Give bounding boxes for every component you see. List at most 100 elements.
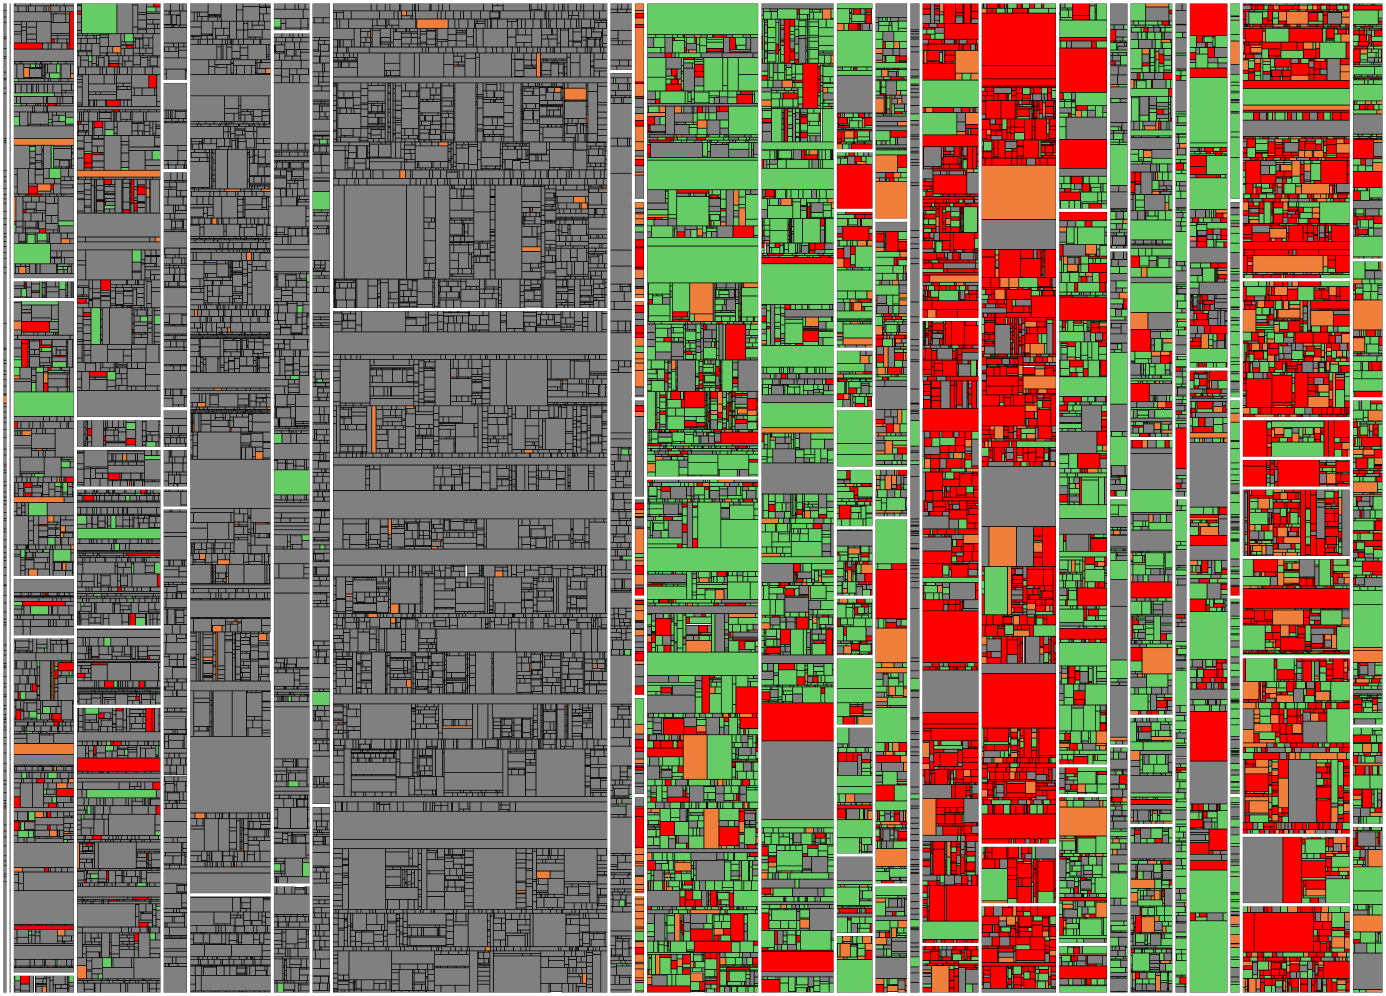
treemap-leaf-cell [85,298,90,304]
treemap-leaf-cell [97,870,107,880]
treemap-leaf-cell [191,402,198,408]
treemap-leaf-cell [232,295,240,300]
treemap-leaf-cell [238,536,249,541]
treemap-leaf-cell [138,680,145,688]
treemap-leaf-cell [117,431,127,442]
treemap-leaf-cell [192,561,206,566]
treemap-leaf-cell [50,189,54,195]
treemap-leaf-cell [91,154,105,162]
treemap-leaf-cell [9,68,12,77]
treemap-leaf-cell [110,932,120,947]
treemap-leaf-cell [167,160,179,166]
treemap-leaf-cell [156,256,161,268]
treemap-leaf-cell [49,416,58,423]
treemap-leaf-cell [76,298,87,304]
treemap-leaf-cell [100,300,111,309]
treemap-leaf-cell [33,473,45,478]
treemap-leaf-cell [26,280,32,288]
treemap-leaf-cell [189,522,208,529]
treemap-leaf-cell [192,442,198,446]
treemap-leaf-cell [70,823,75,829]
treemap-leaf-cell [20,565,26,571]
treemap-leaf-cell [31,283,41,292]
treemap-leaf-cell [110,111,115,122]
treemap-leaf-cell [197,121,207,125]
treemap-leaf-cell [13,871,19,875]
treemap-leaf-cell [172,395,185,406]
treemap-leaf-cell [65,570,73,577]
treemap-leaf-cell [173,784,178,793]
treemap-leaf-cell [227,126,231,132]
treemap-leaf-cell [212,20,222,29]
treemap-leaf-cell [115,287,124,292]
treemap-leaf-cell [61,92,75,97]
treemap-leaf-cell [247,44,268,61]
treemap-leaf-cell [135,419,143,448]
treemap-leaf-cell [13,48,75,62]
treemap-leaf-cell [44,63,48,74]
treemap-leaf-cell [255,397,264,403]
treemap-leaf-cell [54,544,62,550]
treemap-leaf-cell [108,813,156,836]
treemap-leaf-cell [36,666,41,676]
treemap-leaf-cell [13,754,75,766]
treemap-leaf-cell [154,882,161,887]
treemap-leaf-cell [3,876,7,883]
treemap-leaf-cell [192,434,198,444]
treemap-leaf-cell [131,573,158,588]
treemap-leaf-cell [42,482,50,496]
treemap-leaf-cell [182,848,188,854]
treemap-leaf-cell [128,150,146,171]
treemap-leaf-cell [42,978,47,984]
treemap-leaf-cell [206,304,218,311]
treemap-leaf-cell [131,362,138,370]
treemap-leaf-cell [164,776,175,782]
treemap-leaf-cell [195,406,200,410]
treemap-leaf-cell [199,406,205,410]
treemap-leaf-cell [110,297,116,305]
treemap-leaf-cell [198,331,209,335]
treemap-leaf-cell [202,356,207,360]
treemap-leaf-cell [70,73,75,80]
treemap-leaf-cell [88,597,104,603]
treemap-leaf-cell [100,492,106,496]
treemap-leaf-cell [96,797,101,807]
treemap-leaf-cell [98,712,105,719]
treemap-leaf-cell [150,178,161,214]
treemap-leaf-cell [51,111,57,116]
treemap-leaf-cell [221,625,226,633]
treemap-leaf-cell [243,29,249,40]
treemap-leaf-cell [203,280,213,286]
treemap-leaf-cell [154,813,161,826]
treemap-leaf-cell [13,391,75,417]
treemap-leaf-cell [267,316,272,323]
treemap-leaf-cell [15,766,26,772]
treemap-leaf-cell [14,61,21,65]
treemap-leaf-cell [63,532,74,538]
treemap-leaf-cell [259,252,272,262]
treemap-leaf-cell [76,148,85,159]
treemap-leaf-cell [158,597,161,603]
treemap-leaf-cell [100,586,110,593]
treemap-leaf-cell [106,427,116,431]
treemap-leaf-cell [182,841,188,849]
treemap-leaf-cell [152,915,157,926]
treemap-leaf-cell [72,532,75,538]
treemap-leaf-cell [189,322,195,329]
treemap-leaf-cell [163,576,188,583]
treemap-leaf-cell [236,20,245,31]
treemap-leaf-cell [111,543,115,551]
treemap-leaf-cell [241,331,245,335]
treemap-leaf-cell [60,184,74,189]
treemap-leaf-cell [89,882,95,887]
treemap-leaf-cell [42,427,46,435]
treemap-leaf-cell [230,133,236,139]
treemap-leaf-cell [203,223,225,237]
treemap-leaf-cell [3,528,7,533]
treemap-leaf-cell [251,188,262,192]
treemap-leaf-cell [127,982,144,993]
treemap-leaf-cell [122,515,130,521]
treemap-leaf-cell [60,525,66,533]
treemap-leaf-cell [163,916,173,924]
treemap-leaf-cell [154,136,161,147]
